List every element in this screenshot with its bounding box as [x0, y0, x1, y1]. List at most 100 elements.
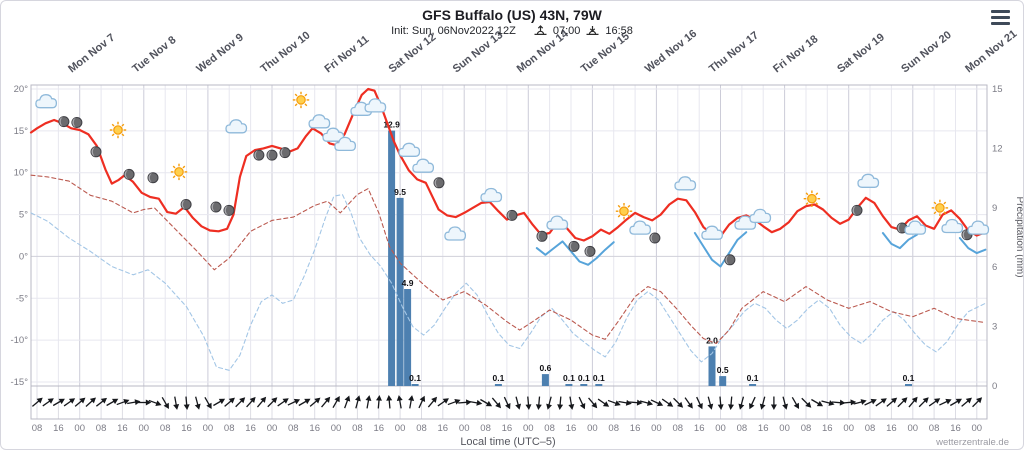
precip-bar [388, 130, 396, 386]
wind-arrow [791, 396, 800, 409]
wind-arrow [480, 398, 493, 407]
menu-button[interactable] [991, 10, 1010, 25]
hour-tick-label: 08 [801, 423, 812, 434]
cloud-icon [749, 208, 772, 224]
wind-arrow [375, 395, 382, 409]
hour-tick-label: 00 [779, 423, 790, 434]
wind-arrow [897, 397, 908, 408]
precip-bar-label: 12.9 [383, 120, 400, 130]
precip-bar [580, 384, 588, 386]
temp-tick-label: 5° [19, 210, 28, 221]
hour-tick-label: 16 [374, 423, 385, 434]
wind-arrow [597, 398, 610, 407]
wind-arrow [298, 398, 311, 407]
hour-tick-label: 16 [245, 423, 256, 434]
wind-arrow [696, 396, 703, 410]
hour-tick-label: 00 [267, 423, 278, 434]
sun-icon [170, 163, 188, 181]
wind-arrow [85, 397, 96, 407]
hour-tick-label: 16 [950, 423, 961, 434]
moon-icon [724, 254, 736, 266]
wind-arrow [546, 396, 552, 410]
wind-arrow [578, 396, 586, 410]
wind-arrow [396, 395, 403, 409]
wind-arrow [875, 398, 887, 407]
precip-bar-label: 0.6 [539, 363, 551, 373]
cloud-icon [398, 142, 421, 157]
sun-icon [615, 202, 633, 220]
wind-arrow [287, 398, 301, 406]
wind-arrow [525, 396, 532, 410]
precip-bar [595, 384, 603, 386]
wind-arrow [161, 396, 169, 409]
wind-arrow [639, 400, 654, 406]
temp-tick-label: -5° [16, 293, 28, 304]
wind-arrow [42, 398, 54, 407]
moon-icon [568, 240, 580, 252]
hour-tick-label: 00 [395, 423, 406, 434]
wind-arrow [618, 399, 632, 406]
hour-tick-label: 16 [438, 423, 449, 434]
cloud-icon [334, 136, 357, 152]
wind-arrow [684, 397, 693, 409]
moon-icon [536, 230, 548, 242]
hour-tick-label: 00 [331, 423, 342, 434]
precip-bar [719, 376, 727, 386]
wind-arrow [137, 399, 152, 406]
weather-icons [35, 91, 990, 266]
hour-tick-label: 16 [758, 423, 769, 434]
wind-arrow [928, 398, 941, 407]
hour-tick-label: 16 [822, 423, 833, 434]
cloud-icon [35, 94, 58, 109]
wind-arrow [886, 397, 898, 407]
precip-bar [396, 197, 404, 386]
precip-bar-label: 0.1 [593, 373, 605, 383]
wind-arrow [717, 396, 724, 410]
day-label: Tue Nov 8 [130, 34, 178, 75]
wind-arrow [770, 396, 777, 410]
wind-arrow [491, 397, 502, 409]
wind-arrow [673, 397, 684, 408]
wind-arrow [738, 396, 745, 410]
moon-icon [851, 204, 863, 216]
wind-arrow [213, 398, 226, 407]
cloud-icon [480, 187, 503, 203]
hour-tick-label: 16 [309, 423, 320, 434]
hour-tick-label: 08 [865, 423, 876, 434]
hour-tick-label: 08 [160, 423, 171, 434]
wind-arrow [204, 396, 212, 409]
wind-arrow [63, 398, 76, 407]
temp-tick-label: 0° [19, 251, 28, 262]
wind-arrow [939, 398, 952, 406]
hour-tick-label: 00 [587, 423, 598, 434]
precip-bar [541, 374, 549, 386]
moon-icon [433, 177, 445, 189]
cloud-icon [857, 173, 880, 188]
wind-arrow [568, 396, 575, 410]
moon-icon [210, 201, 222, 213]
hour-tick-label: 16 [502, 423, 513, 434]
blue-line-segment [958, 237, 987, 255]
blue-line-segment [535, 240, 615, 266]
cloud-icon [444, 226, 467, 241]
moon-icon [90, 146, 102, 158]
moon-icon [584, 245, 596, 257]
moon-icon [58, 116, 70, 128]
wind-arrow [961, 397, 972, 407]
wind-arrow [256, 396, 267, 408]
sun-icon [292, 91, 310, 109]
wind-arrow [468, 399, 483, 406]
precip-bar [749, 384, 757, 386]
wind-arrow [309, 397, 321, 407]
precip-bar-label: 0.1 [563, 373, 575, 383]
temp-tick-label: 20° [14, 84, 29, 95]
hour-tick-label: 08 [608, 423, 619, 434]
hour-tick-label: 08 [737, 423, 748, 434]
sunset-time: 16:58 [605, 25, 633, 37]
wind-arrow [277, 398, 289, 407]
hour-tick-label: 08 [96, 423, 107, 434]
hour-tick-label: 00 [908, 423, 919, 434]
chart-title: GFS Buffalo (US) 43N, 79W [422, 7, 602, 23]
precip-bar [905, 384, 912, 386]
